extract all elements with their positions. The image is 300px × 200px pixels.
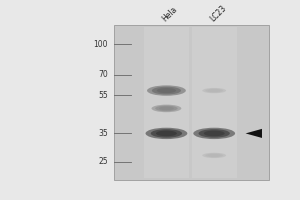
Text: 55: 55	[98, 91, 108, 100]
Bar	[192, 27, 237, 178]
Ellipse shape	[202, 153, 226, 158]
Ellipse shape	[151, 129, 182, 138]
Ellipse shape	[159, 107, 174, 110]
Ellipse shape	[208, 154, 220, 157]
Ellipse shape	[202, 88, 226, 93]
Ellipse shape	[155, 106, 178, 111]
Text: Hela: Hela	[160, 4, 179, 23]
Bar	[114, 25, 269, 180]
Ellipse shape	[205, 153, 223, 157]
Polygon shape	[246, 129, 262, 138]
Ellipse shape	[157, 88, 176, 93]
Ellipse shape	[146, 128, 187, 139]
Text: 70: 70	[98, 70, 108, 79]
Ellipse shape	[152, 87, 181, 94]
Ellipse shape	[205, 89, 223, 93]
Ellipse shape	[152, 105, 182, 112]
Ellipse shape	[193, 128, 235, 139]
Text: 25: 25	[99, 157, 108, 166]
Ellipse shape	[204, 131, 225, 136]
Ellipse shape	[199, 129, 230, 138]
Ellipse shape	[156, 131, 177, 136]
Ellipse shape	[147, 85, 186, 96]
Text: 100: 100	[94, 40, 108, 49]
Ellipse shape	[208, 89, 220, 92]
Text: LC23: LC23	[208, 3, 228, 23]
Bar	[144, 27, 189, 178]
Text: 35: 35	[98, 129, 108, 138]
